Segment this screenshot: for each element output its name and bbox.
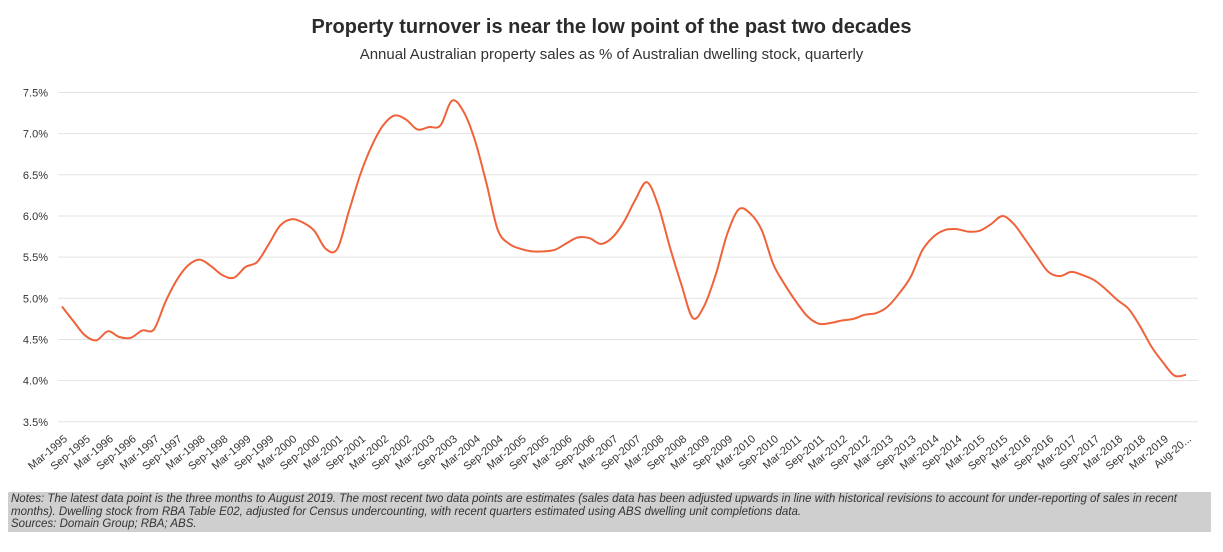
y-tick-label: 6.5% xyxy=(23,170,48,182)
y-tick-label: 4.0% xyxy=(23,376,48,388)
y-tick-label: 5.0% xyxy=(23,293,48,305)
notes-line-2: months). Dwelling stock from RBA Table E… xyxy=(11,505,802,518)
y-tick-label: 5.5% xyxy=(23,252,48,264)
line-chart: 3.5% 4.0% 4.5% 5.0% 5.5% 6.0% 6.5% 7.0% 7.5% Mar… xyxy=(23,87,1198,473)
chart-notes: Notes: The latest data point is the thre… xyxy=(8,492,1211,532)
chart-title: Property turnover is near the low point … xyxy=(311,16,912,38)
chart-subtitle: Annual Australian property sales as % of… xyxy=(359,46,864,63)
y-tick-label: 3.5% xyxy=(23,417,48,429)
y-tick-label: 4.5% xyxy=(23,334,48,346)
notes-line-1: Notes: The latest data point is the thre… xyxy=(11,493,1177,505)
y-tick-label: 6.0% xyxy=(23,211,48,223)
y-tick-label: 7.5% xyxy=(23,87,48,99)
series-group xyxy=(61,99,1187,378)
y-tick-label: 7.0% xyxy=(23,129,48,141)
series-line xyxy=(61,99,1187,378)
grid-lines xyxy=(58,91,1198,423)
x-axis-ticks: Mar-1995Sep-1995Mar-1996Sep-1996Mar-1997… xyxy=(26,433,1194,473)
y-axis-ticks: 3.5% 4.0% 4.5% 5.0% 5.5% 6.0% 6.5% 7.0% 7.5% xyxy=(23,87,48,428)
notes-line-3: Sources: Domain Group; RBA; ABS. xyxy=(11,518,197,530)
